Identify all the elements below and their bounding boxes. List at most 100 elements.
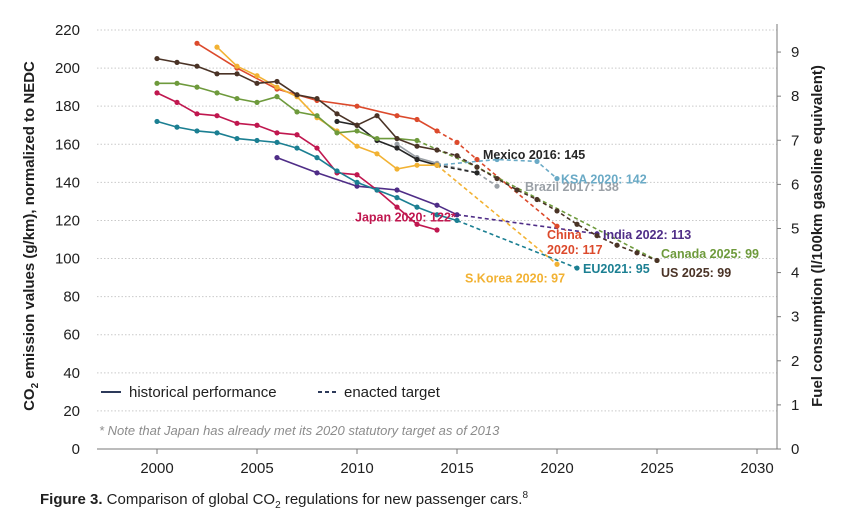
historical-point [354,122,360,128]
target-point [574,221,580,227]
historical-point [314,170,320,176]
historical-point [214,44,220,50]
historical-point [434,128,440,134]
historical-point [274,130,280,136]
historical-line [216,46,437,170]
historical-point [314,113,320,119]
historical-point [394,113,400,119]
historical-point [314,95,320,102]
historical-point [234,120,240,126]
historical-point [414,204,420,210]
series-label-line: Canada 2025: 99 [661,247,759,261]
legend-historical-label: historical performance [129,384,277,401]
left-axis-label-subscript: 2 [30,382,41,388]
historical-point [434,147,440,153]
historical-point [394,204,400,210]
target-point [614,242,620,248]
series-label: Canada 2025: 99 [661,247,759,261]
historical-point [394,141,400,147]
left-y-tick-label: 80 [63,289,80,306]
chart-note: * Note that Japan has already met its 20… [99,423,500,438]
historical-point [174,99,180,105]
target-line [456,219,578,269]
historical-point [354,183,360,189]
series [436,156,560,182]
target-point [454,153,460,159]
right-y-tick-label: 0 [791,441,799,458]
historical-point [454,217,460,224]
target-point [514,187,520,193]
historical-point [294,145,300,151]
historical-point [214,113,220,119]
historical-point [274,78,280,85]
series-label: US 2025: 99 [661,266,731,280]
series-label-line: US 2025: 99 [661,266,731,280]
historical-point [234,135,240,142]
x-tick-label: 2030 [740,460,773,477]
x-tick-label: 2025 [640,460,673,477]
figure-caption: Figure 3. Comparison of global CO2 regul… [40,490,528,511]
historical-point [174,80,180,86]
historical-point [234,63,240,69]
right-y-tick-label: 6 [791,176,799,193]
historical-point [374,151,380,157]
target-line [436,162,498,187]
left-y-tick-label: 160 [55,136,80,153]
left-y-tick-label: 0 [72,441,80,458]
emissions-chart: 2000 2005 2010 2015 2020 2025 2030020406080100… [21,22,826,477]
caption-text-before: Comparison of global CO [102,491,276,508]
left-y-tick-label: 120 [55,212,80,229]
caption-text-after: regulations for new passenger cars. [280,491,523,508]
historical-point [214,90,220,96]
historical-point [394,195,400,201]
series [154,55,660,264]
left-y-tick-label: 40 [63,365,80,382]
right-y-tick-label: 7 [791,132,799,149]
historical-point [414,221,420,227]
left-y-tick-label: 180 [55,98,80,115]
target-point [454,139,460,145]
x-tick-label: 2015 [440,460,473,477]
historical-point [314,145,320,151]
historical-line [336,120,438,166]
historical-point [154,118,160,125]
series-label-line: S.Korea 2020: 97 [465,272,565,286]
target-point [594,233,600,239]
historical-point [434,162,440,168]
series-layer [154,40,660,271]
series-label-line: EU2021: 95 [583,262,650,276]
target-point [534,196,540,203]
series-label: Brazil 2017: 138 [525,180,619,194]
target-point [554,261,560,267]
series-label: KSA 2020: 142 [561,173,647,187]
right-y-tick-label: 9 [791,44,799,61]
target-point [474,164,480,170]
historical-point [174,124,180,130]
historical-point [194,111,200,117]
target-point [494,156,500,163]
caption-label: Figure 3. [40,491,103,508]
target-point [574,265,580,271]
x-tick-label: 2020 [540,460,573,477]
historical-line [196,42,438,132]
historical-point [194,63,200,69]
target-line [436,130,558,227]
historical-point [274,84,280,90]
historical-point [354,143,360,149]
historical-point [394,187,400,193]
historical-point [254,73,260,79]
series-label: China 2020: 117 [547,228,603,257]
series-label-line: Mexico 2016: 145 [483,148,585,162]
historical-point [314,155,320,161]
series-label-line: KSA 2020: 142 [561,173,647,187]
target-point [494,175,500,182]
caption-subscript: 2 [275,500,281,511]
historical-point [354,128,360,134]
target-point [554,208,560,214]
target-point [654,257,660,264]
target-point [554,175,560,182]
historical-point [414,143,420,149]
historical-point [414,116,420,123]
